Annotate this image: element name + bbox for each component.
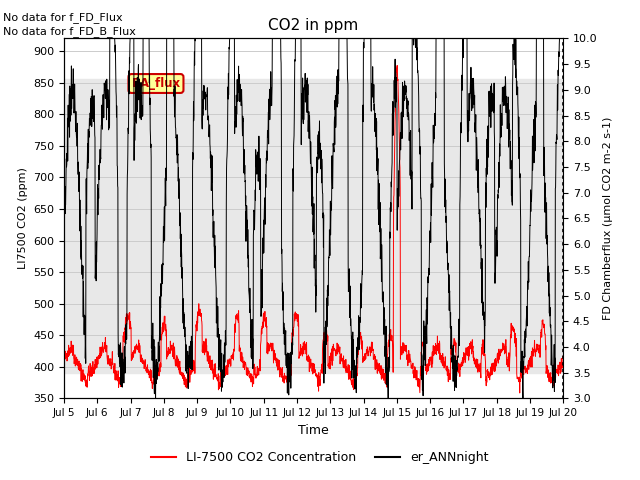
X-axis label: Time: Time [298, 424, 329, 437]
Legend: LI-7500 CO2 Concentration, er_ANNnight: LI-7500 CO2 Concentration, er_ANNnight [147, 446, 493, 469]
Text: No data for f_FD_Flux: No data for f_FD_Flux [3, 12, 123, 23]
Text: No data for f_FD_B_Flux: No data for f_FD_B_Flux [3, 26, 136, 37]
Bar [64, 80, 563, 373]
Y-axis label: FD Chamberflux (μmol CO2 m-2 s-1): FD Chamberflux (μmol CO2 m-2 s-1) [603, 117, 613, 320]
Title: CO2 in ppm: CO2 in ppm [268, 18, 359, 33]
Y-axis label: LI7500 CO2 (ppm): LI7500 CO2 (ppm) [17, 168, 28, 269]
Text: BA_flux: BA_flux [131, 77, 180, 90]
